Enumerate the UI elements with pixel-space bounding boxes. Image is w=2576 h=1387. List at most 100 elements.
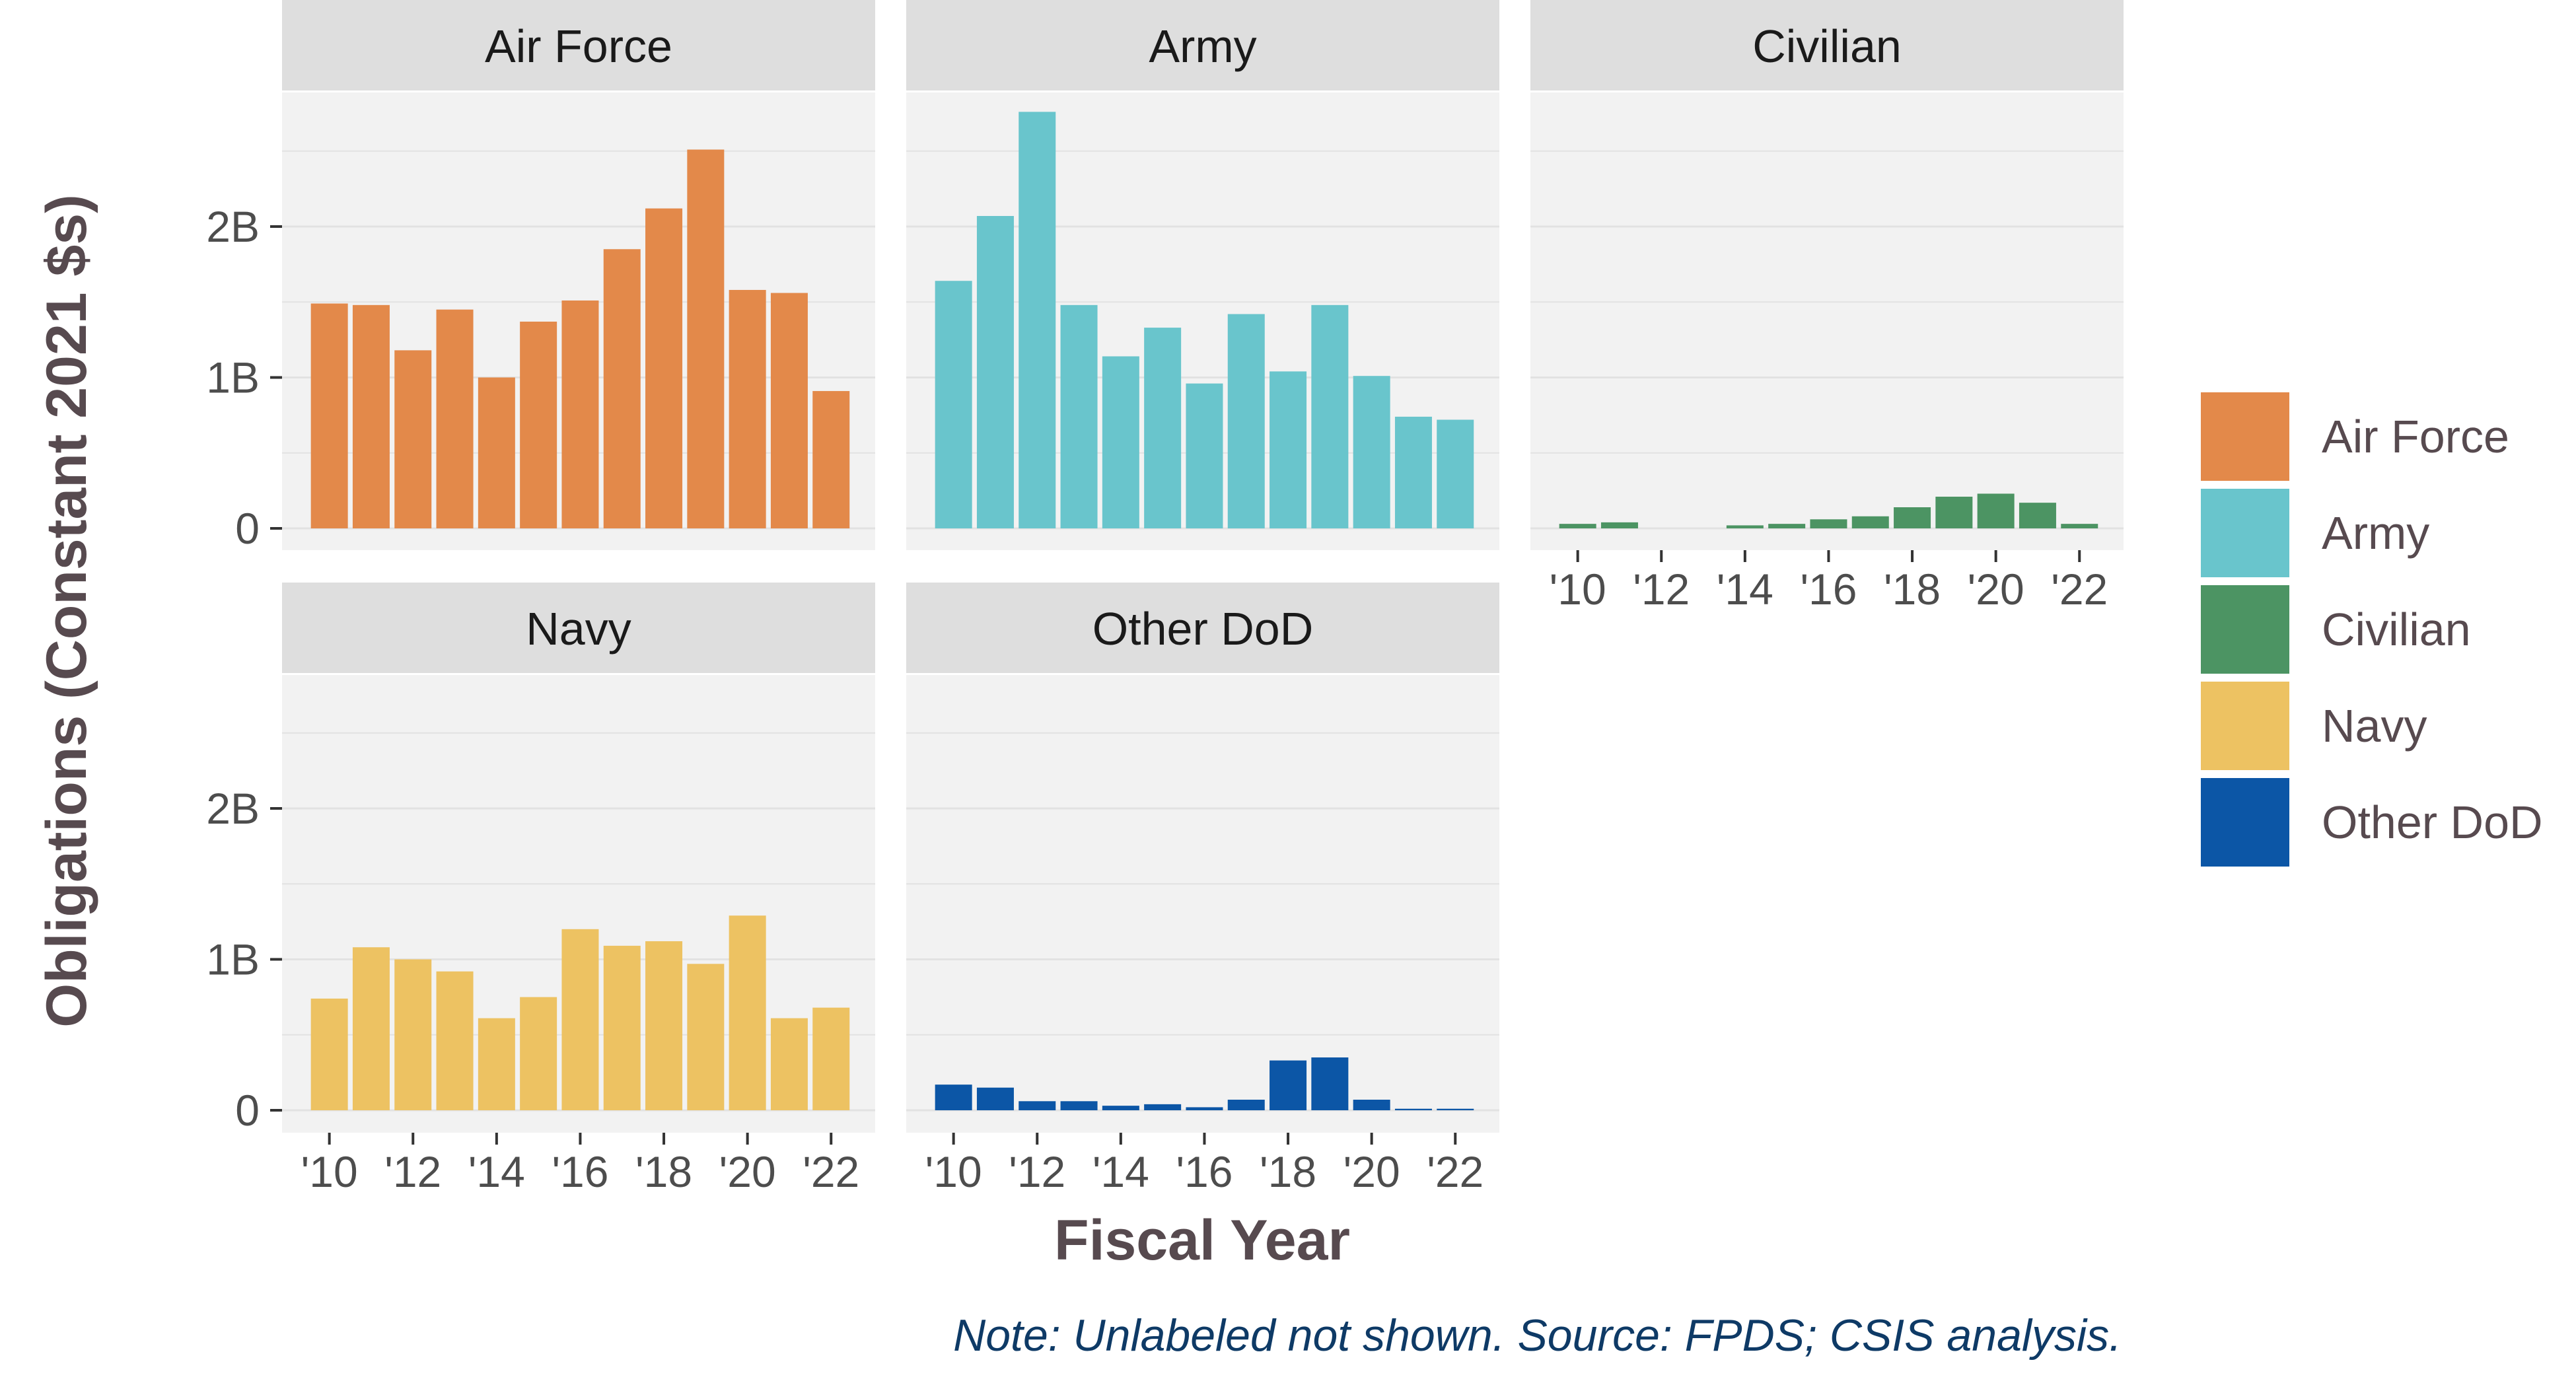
bar-air-force-10 bbox=[310, 303, 348, 528]
legend-label-other-dod: Other DoD bbox=[2322, 797, 2543, 848]
bar-navy-18 bbox=[645, 941, 683, 1110]
panel-background bbox=[906, 675, 1499, 1133]
x-tick-label: '16 bbox=[1800, 565, 1857, 614]
x-tick-label: '18 bbox=[1260, 1147, 1316, 1196]
x-tick-label: '14 bbox=[468, 1147, 525, 1196]
legend-label-army: Army bbox=[2322, 507, 2429, 559]
bar-navy-10 bbox=[310, 998, 348, 1110]
bar-other-dod-22 bbox=[1437, 1108, 1474, 1110]
facet-army: Army bbox=[906, 0, 1499, 550]
bar-navy-14 bbox=[478, 1018, 515, 1110]
bar-air-force-13 bbox=[436, 309, 474, 528]
legend-key-air-force bbox=[2198, 390, 2292, 483]
bar-civilian-16 bbox=[1810, 519, 1847, 528]
bar-air-force-21 bbox=[770, 293, 808, 528]
bar-navy-13 bbox=[436, 971, 474, 1110]
bar-army-16 bbox=[1186, 383, 1223, 528]
bar-air-force-22 bbox=[812, 391, 850, 528]
legend-key-other-dod bbox=[2198, 775, 2292, 869]
facet-strip-label: Other DoD bbox=[1092, 603, 1314, 655]
bar-civilian-11 bbox=[1600, 522, 1638, 528]
bar-air-force-18 bbox=[645, 208, 683, 528]
bar-other-dod-12 bbox=[1019, 1101, 1056, 1110]
x-tick-label: '10 bbox=[301, 1147, 358, 1196]
x-tick-label: '10 bbox=[925, 1147, 982, 1196]
facet-civilian: Civilian '10 '12 '14 '16 '18 '20 '22 bbox=[1530, 0, 2124, 614]
x-tick-label: '10 bbox=[1550, 565, 1606, 614]
bar-air-force-15 bbox=[520, 321, 557, 528]
x-axis-title: Fiscal Year bbox=[1054, 1209, 1350, 1272]
bar-army-13 bbox=[1060, 304, 1098, 528]
facet-strip bbox=[906, 0, 1499, 90]
bar-civilian-15 bbox=[1768, 524, 1806, 528]
bar-navy-22 bbox=[812, 1007, 850, 1110]
y-tick-label: 2B bbox=[206, 784, 260, 833]
bar-air-force-19 bbox=[687, 149, 725, 529]
legend-label-navy: Navy bbox=[2322, 700, 2427, 752]
bar-civilian-14 bbox=[1726, 525, 1764, 528]
x-tick-label: '18 bbox=[1884, 565, 1941, 614]
bar-air-force-12 bbox=[394, 350, 432, 528]
bar-civilian-22 bbox=[2061, 524, 2098, 528]
legend: Air Force Army Civilian Navy Other DoD bbox=[2198, 390, 2543, 869]
bar-civilian-17 bbox=[1851, 516, 1889, 528]
bar-other-dod-20 bbox=[1353, 1100, 1390, 1110]
bar-civilian-19 bbox=[1935, 497, 1973, 528]
x-tick-label: '12 bbox=[1633, 565, 1690, 614]
x-tick-label: '12 bbox=[1009, 1147, 1065, 1196]
x-tick-label: '18 bbox=[635, 1147, 692, 1196]
x-tick-label: '20 bbox=[1968, 565, 2024, 614]
bar-army-22 bbox=[1437, 419, 1474, 528]
bar-other-dod-17 bbox=[1227, 1100, 1265, 1110]
bar-army-21 bbox=[1394, 416, 1432, 528]
x-tick-label: '12 bbox=[384, 1147, 441, 1196]
bar-navy-19 bbox=[687, 964, 725, 1110]
bar-air-force-16 bbox=[561, 300, 599, 528]
x-tick-label: '16 bbox=[1176, 1147, 1233, 1196]
bar-other-dod-14 bbox=[1102, 1106, 1139, 1110]
facet-strip bbox=[1530, 0, 2124, 90]
facet-strip-label: Air Force bbox=[485, 20, 672, 72]
bar-army-14 bbox=[1102, 356, 1139, 528]
bar-navy-16 bbox=[561, 929, 599, 1110]
facet-air-force: Air Force 0 1B 2B bbox=[206, 0, 875, 553]
x-tick-label: '22 bbox=[2051, 565, 2108, 614]
bar-army-12 bbox=[1019, 112, 1056, 529]
y-tick-label: 0 bbox=[235, 1086, 260, 1135]
x-tick-label: '14 bbox=[1092, 1147, 1149, 1196]
legend-key-navy bbox=[2198, 679, 2292, 773]
facet-strip-label: Army bbox=[1149, 20, 1256, 72]
bar-civilian-21 bbox=[2019, 503, 2056, 528]
legend-label-air-force: Air Force bbox=[2322, 411, 2509, 462]
facet-strip bbox=[282, 0, 875, 90]
bar-air-force-20 bbox=[729, 289, 766, 528]
y-tick-label: 2B bbox=[206, 202, 260, 251]
bar-navy-20 bbox=[729, 915, 766, 1110]
x-tick-label: '16 bbox=[552, 1147, 608, 1196]
facet-strip bbox=[906, 583, 1499, 673]
y-tick-label: 1B bbox=[206, 935, 260, 984]
facet-panels: Air Force 0 1B 2B Army Civilian '10 '12 '14 '16 '1… bbox=[206, 0, 2124, 1196]
bar-navy-11 bbox=[352, 947, 390, 1110]
bar-air-force-11 bbox=[352, 304, 390, 528]
bar-civilian-18 bbox=[1894, 507, 1931, 528]
x-tick-label: '22 bbox=[803, 1147, 859, 1196]
bar-civilian-20 bbox=[1977, 493, 2015, 528]
bar-navy-17 bbox=[603, 945, 641, 1110]
x-tick-label: '20 bbox=[719, 1147, 776, 1196]
bar-other-dod-18 bbox=[1270, 1060, 1307, 1110]
facet-strip-label: Civilian bbox=[1752, 20, 1902, 72]
bar-army-18 bbox=[1270, 371, 1307, 528]
source-note: Note: Unlabeled not shown. Source: FPDS;… bbox=[953, 1310, 2122, 1361]
facet-strip-label: Navy bbox=[526, 603, 631, 655]
bar-army-11 bbox=[976, 216, 1014, 528]
panel-background bbox=[1530, 92, 2124, 550]
legend-key-army bbox=[2198, 486, 2292, 580]
y-tick-label: 1B bbox=[206, 353, 260, 402]
bar-army-15 bbox=[1144, 328, 1182, 528]
bar-other-dod-10 bbox=[935, 1085, 972, 1110]
bar-army-10 bbox=[935, 281, 972, 528]
bar-air-force-17 bbox=[603, 249, 641, 528]
legend-key-civilian bbox=[2198, 583, 2292, 676]
